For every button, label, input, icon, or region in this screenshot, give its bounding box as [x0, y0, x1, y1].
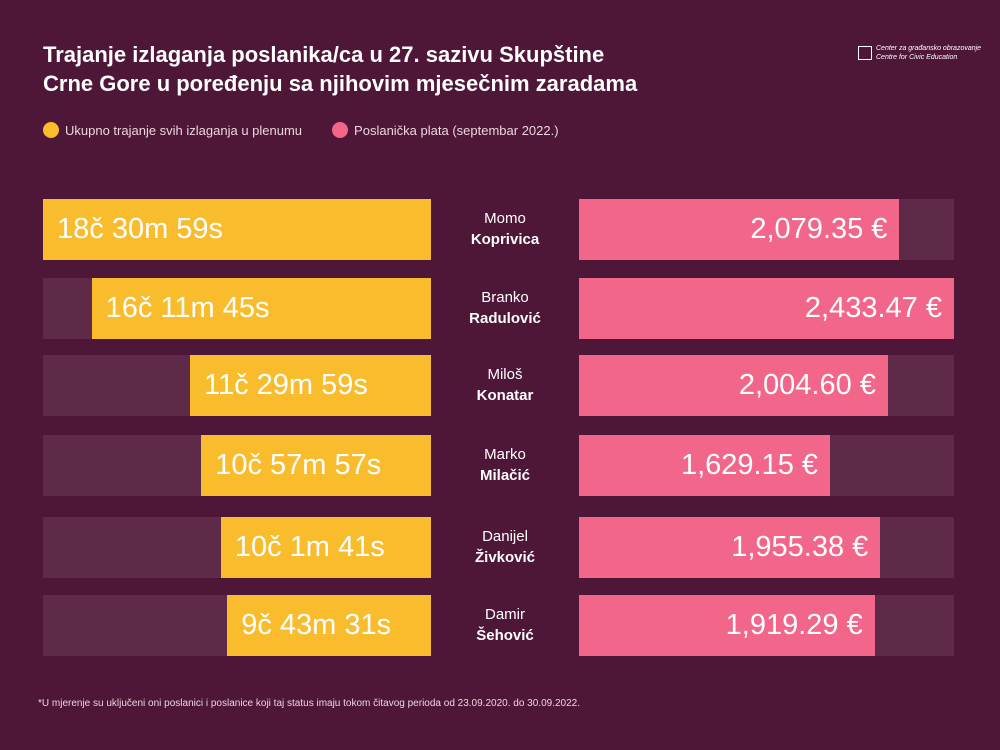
salary-label: 1,955.38 €: [731, 531, 869, 563]
mp-first-name: Danijel: [482, 528, 528, 545]
duration-bar: 10č 57m 57s: [201, 435, 431, 496]
mp-name: Damir Šehović: [431, 604, 579, 646]
duration-label: 10č 1m 41s: [234, 531, 385, 563]
salary-bar: 2,004.60 €: [579, 355, 888, 416]
salary-label: 2,004.60 €: [738, 369, 876, 401]
salary-label: 2,433.47 €: [804, 292, 942, 324]
footnote: *U mjerenje su uključeni oni poslanici i…: [38, 698, 580, 709]
duration-label: 16č 11m 45s: [105, 292, 270, 324]
title-line-2: Crne Gore u poređenju sa njihovim mjeseč…: [43, 71, 638, 96]
duration-bar: 16č 11m 45s: [91, 278, 431, 339]
title-line-1: Trajanje izlaganja poslanika/ca u 27. sa…: [43, 42, 605, 67]
mp-name: Miloš Konatar: [431, 364, 579, 406]
salary-bar: 1,919.29 €: [579, 595, 875, 656]
logo: Center za građansko obrazovanje Centre f…: [858, 44, 981, 62]
mp-last-name: Radulović: [469, 310, 541, 327]
duration-label: 18č 30m 59s: [57, 213, 224, 245]
mp-first-name: Marko: [484, 446, 526, 463]
mp-last-name: Koprivica: [470, 231, 540, 248]
salary-bar: 2,433.47 €: [579, 278, 954, 339]
salary-label: 2,079.35 €: [750, 213, 888, 245]
mp-last-name: Živković: [474, 549, 536, 566]
mp-name: Branko Radulović: [431, 287, 579, 329]
legend-item-duration: Ukupno trajanje svih izlaganja u plenumu: [43, 122, 302, 138]
mp-name: Marko Milačić: [431, 444, 579, 486]
mp-last-name: Milačić: [479, 467, 531, 484]
mp-first-name: Branko: [481, 289, 529, 306]
logo-line-1: Center za građansko obrazovanje: [876, 45, 982, 52]
mp-first-name: Momo: [484, 210, 526, 227]
legend: Ukupno trajanje svih izlaganja u plenumu…: [43, 122, 559, 138]
duration-label: 11č 29m 59s: [204, 369, 368, 401]
legend-label-salary: Poslanička plata (septembar 2022.): [354, 122, 559, 138]
mp-first-name: Damir: [485, 606, 525, 623]
mp-first-name: Miloš: [487, 366, 523, 383]
duration-label: 10č 57m 57s: [215, 449, 382, 481]
salary-bar: 2,079.35 €: [579, 199, 900, 260]
chart-title: Trajanje izlaganja poslanika/ca u 27. sa…: [43, 40, 743, 98]
legend-swatch-duration: [43, 122, 59, 138]
duration-bar: 11č 29m 59s: [190, 355, 431, 416]
salary-label: 1,629.15 €: [680, 449, 819, 481]
logo-icon: [858, 46, 872, 60]
duration-label: 9č 43m 31s: [241, 609, 392, 641]
mp-name: Danijel Živković: [431, 526, 579, 568]
mp-last-name: Konatar: [476, 387, 534, 404]
salary-bar: 1,955.38 €: [579, 517, 881, 578]
mp-last-name: Šehović: [476, 627, 534, 644]
legend-label-duration: Ukupno trajanje svih izlaganja u plenumu: [65, 122, 303, 138]
duration-bar: 10č 1m 41s: [220, 517, 431, 578]
legend-swatch-salary: [332, 122, 349, 138]
duration-bar: 18č 30m 59s: [43, 199, 431, 260]
salary-bar: 1,629.15 €: [579, 435, 831, 496]
duration-bar: 9č 43m 31s: [227, 595, 431, 656]
mp-name: Momo Koprivica: [431, 208, 579, 250]
legend-item-salary: Poslanička plata (septembar 2022.): [332, 122, 559, 138]
salary-label: 1,919.29 €: [725, 609, 863, 641]
logo-line-2: Centre for Civic Education: [876, 54, 958, 61]
